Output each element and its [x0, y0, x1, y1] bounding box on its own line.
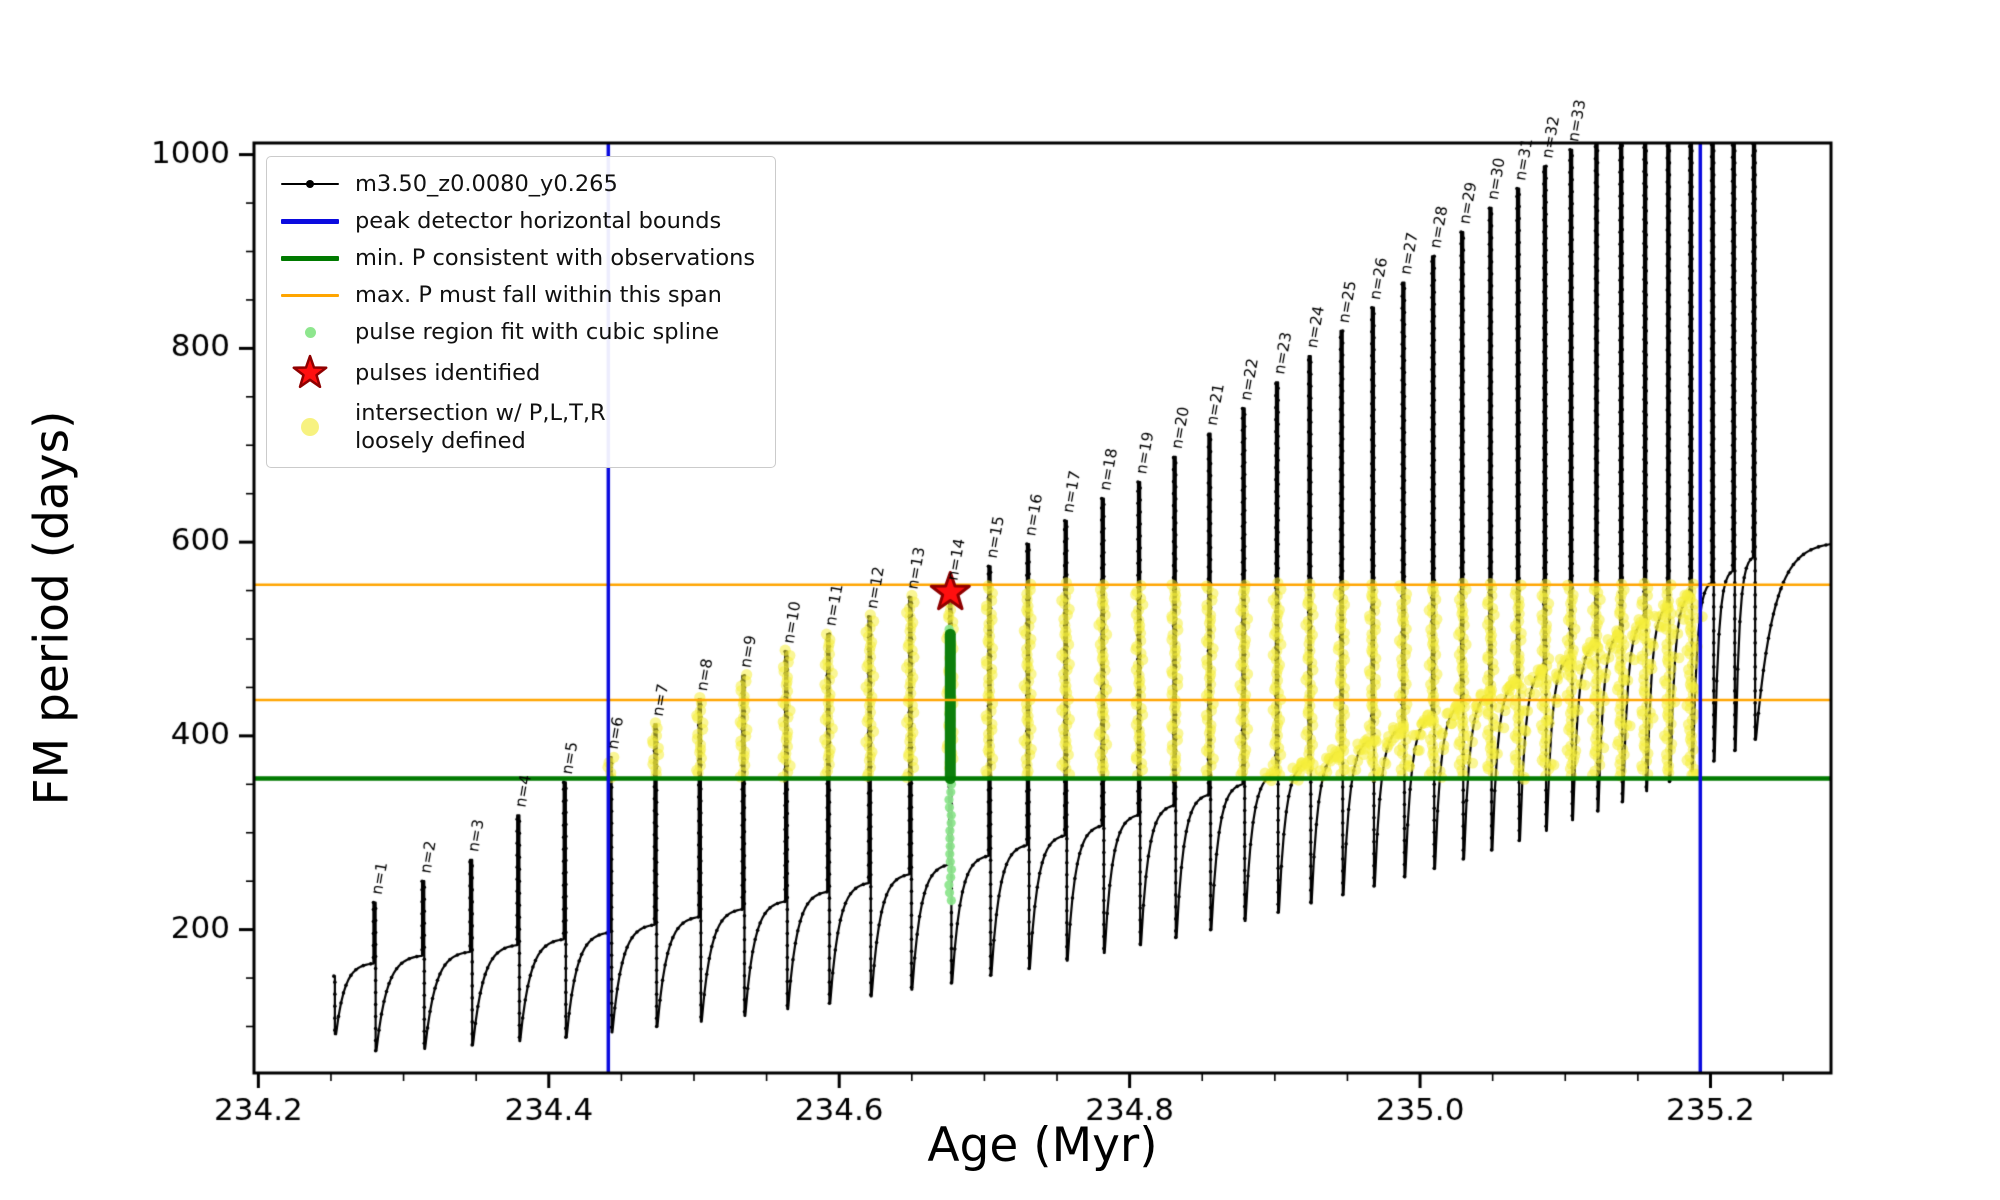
legend-marker-line	[279, 280, 341, 310]
legend-marker-small-dot	[279, 317, 341, 347]
legend-item: intersection w/ P,L,T,R loosely defined	[279, 399, 755, 455]
legend-marker-thick-line	[279, 243, 341, 273]
legend-item-label: max. P must fall within this span	[355, 281, 722, 308]
legend-item-label: m3.50_z0.0080_y0.265	[355, 170, 618, 197]
legend-item: m3.50_z0.0080_y0.265	[279, 169, 755, 199]
legend-marker-line-dot	[279, 169, 341, 199]
y-axis-label: FM period (days)	[24, 410, 80, 806]
legend-item-label: min. P consistent with observations	[355, 244, 756, 271]
legend-item: peak detector horizontal bounds	[279, 206, 755, 236]
legend-item-label: peak detector horizontal bounds	[355, 207, 722, 234]
legend-item: pulses identified	[279, 354, 755, 392]
legend-marker-star	[279, 354, 341, 392]
legend-marker-thick-line	[279, 206, 341, 236]
legend-item: min. P consistent with observations	[279, 243, 755, 273]
legend-item: pulse region fit with cubic spline	[279, 317, 755, 347]
x-axis-label: Age (Myr)	[927, 1118, 1158, 1173]
legend-marker-big-dot	[279, 412, 341, 442]
legend-item: max. P must fall within this span	[279, 280, 755, 310]
legend-item-label: intersection w/ P,L,T,R loosely defined	[355, 400, 606, 455]
star-icon	[292, 354, 328, 389]
legend-item-label: pulses identified	[355, 359, 541, 386]
legend-item-label: pulse region fit with cubic spline	[355, 318, 720, 345]
